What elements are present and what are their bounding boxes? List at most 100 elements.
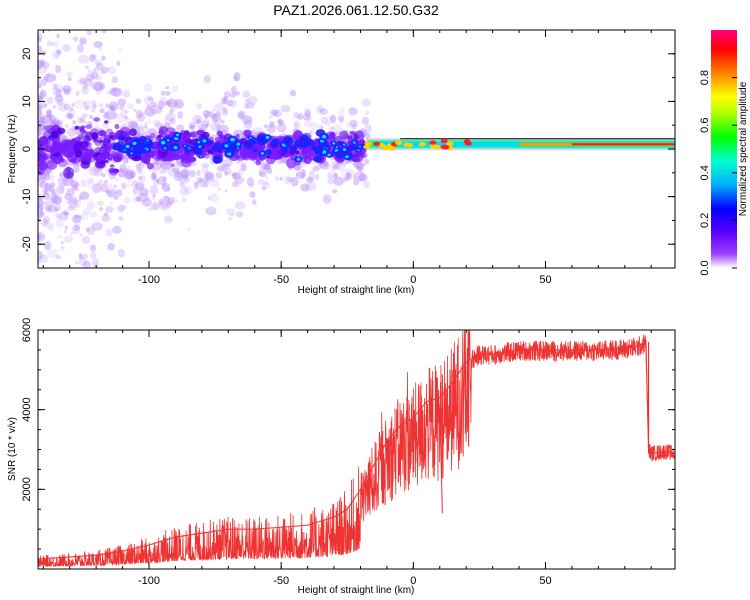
- spectrogram-core-highlight: [296, 157, 301, 161]
- spectrogram-noise-blob: [82, 101, 87, 106]
- spectrogram-noise-blob: [150, 172, 158, 181]
- spectrogram-noise-blob: [79, 37, 87, 45]
- spectrogram-noise-blob: [111, 76, 119, 84]
- spectrogram-noise-blob: [329, 126, 335, 132]
- spectrogram-noise-blob: [64, 225, 69, 230]
- spectrogram-noise-blob: [361, 98, 371, 107]
- spectrogram-noise-blob: [120, 182, 127, 190]
- spectrogram-noise-blob: [263, 164, 271, 171]
- spectrogram-noise-blob: [51, 195, 58, 201]
- spectrogram-noise-blob: [117, 248, 125, 258]
- spectrogram-noise-blob: [170, 197, 179, 204]
- spectrogram-noise-blob: [88, 165, 100, 176]
- spectrogram-band-blob: [78, 133, 85, 140]
- spectrogram-noise-blob: [259, 162, 269, 170]
- spectrogram-noise-blob: [165, 112, 176, 121]
- spectrogram-noise-blob: [260, 185, 267, 191]
- spectrogram-noise-blob: [174, 170, 183, 178]
- spectrogram-noise-blob: [72, 119, 77, 125]
- spectrogram-core-highlight: [357, 149, 360, 152]
- spectrogram-noise-blob: [51, 195, 63, 205]
- spectrogram-core-highlight: [224, 144, 229, 148]
- spectrogram-noise-blob: [63, 103, 71, 111]
- spectrogram-noise-blob: [252, 199, 257, 205]
- spectrogram-noise-blob: [196, 103, 203, 109]
- spectrogram-noise-blob: [135, 196, 142, 202]
- snr-y-tick-label: 2000: [21, 477, 33, 501]
- spectrogram-noise-blob: [62, 210, 69, 216]
- spectrogram-noise-blob: [137, 125, 145, 132]
- spectrogram-noise-blob: [166, 98, 178, 108]
- spectrogram-noise-blob: [52, 86, 58, 90]
- signal-knot: [446, 141, 454, 146]
- spectrogram-noise-blob: [158, 96, 168, 106]
- spectrogram-noise-blob: [67, 205, 74, 211]
- spectrogram-core-blob: [271, 138, 280, 145]
- spectrogram-core-blob: [194, 149, 203, 155]
- spectrogram-noise-blob: [150, 203, 158, 211]
- spectrogram-noise-blob: [51, 50, 61, 59]
- spectrogram-noise-blob: [304, 120, 313, 128]
- spectrogram-noise-blob: [322, 161, 329, 167]
- spectrogram-noise-blob: [362, 162, 367, 167]
- spectrogram-noise-blob: [78, 252, 83, 257]
- spectrogram-noise-blob: [202, 110, 210, 118]
- spectrogram-noise-blob: [234, 176, 245, 185]
- spectrogram-noise-blob: [96, 181, 100, 186]
- spectrogram-y-tick-label: -20: [21, 236, 33, 252]
- spectrogram-noise-blob: [171, 85, 179, 93]
- spectrogram-noise-blob: [85, 73, 95, 82]
- spectrogram-noise-blob: [327, 171, 333, 179]
- spectrogram-noise-blob: [38, 115, 45, 124]
- spectrogram-noise-blob: [38, 124, 41, 129]
- spectrogram-core-highlight: [173, 146, 178, 150]
- spectrogram-core-highlight: [352, 141, 356, 144]
- spectrogram-noise-blob: [110, 201, 114, 206]
- spectrogram-band-blob: [184, 139, 192, 144]
- spectrogram-noise-blob: [38, 59, 45, 68]
- spectrogram-noise-blob: [179, 186, 189, 196]
- spectrogram-noise-blob: [56, 215, 62, 221]
- spectrogram-noise-blob: [59, 171, 65, 178]
- spectrogram-noise-blob: [325, 163, 331, 171]
- spectrogram-noise-blob: [150, 104, 162, 115]
- spectrogram-noise-blob: [43, 215, 50, 225]
- spectrogram-noise-blob: [257, 178, 265, 186]
- spectrogram-noise-blob: [39, 116, 45, 122]
- spectrogram-noise-blob: [152, 197, 155, 201]
- spectrogram-noise-blob: [208, 111, 215, 119]
- spectrogram-noise-blob: [235, 211, 244, 218]
- spectrogram-noise-blob: [159, 159, 172, 170]
- spectrogram-noise-blob: [38, 110, 44, 119]
- spectrogram-noise-blob: [73, 214, 80, 219]
- spectrogram-band-blob: [85, 124, 93, 130]
- spectrogram-core-highlight: [198, 145, 202, 148]
- spectrogram-noise-blob: [41, 200, 48, 206]
- spectrogram-noise-blob: [91, 100, 97, 106]
- spectrogram-noise-blob: [75, 92, 80, 97]
- spectrogram-noise-blob: [51, 191, 56, 196]
- spectrogram-noise-blob: [80, 86, 90, 95]
- spectrogram-noise-blob: [57, 235, 62, 240]
- spectrogram-noise-blob: [219, 118, 223, 123]
- spectrogram-noise-blob: [87, 177, 94, 184]
- signal-knot: [429, 140, 437, 145]
- signal-knot: [440, 144, 448, 150]
- spectrogram-noise-blob: [41, 76, 49, 84]
- spectrogram-noise-blob: [332, 189, 338, 194]
- spectrogram-core-highlight: [200, 155, 203, 158]
- spectrogram-noise-blob: [206, 110, 210, 114]
- spectrogram-noise-blob: [177, 170, 182, 175]
- snr-y-axis-label: SNR (10 * v/v): [7, 417, 18, 481]
- spectrogram-noise-blob: [54, 52, 60, 59]
- spectrogram-noise-blob: [226, 99, 234, 107]
- spectrogram-noise-blob: [56, 49, 62, 56]
- spectrogram-noise-blob: [38, 232, 46, 242]
- spectrogram-noise-blob: [54, 94, 64, 103]
- spectrogram-noise-blob: [281, 131, 286, 136]
- spectrogram-noise-blob: [351, 123, 357, 131]
- spectrogram-noise-blob: [49, 114, 56, 123]
- spectrogram-noise-blob: [57, 177, 61, 182]
- spectrogram-noise-blob: [149, 185, 159, 195]
- colorbar-tick-label: 0.4: [699, 165, 711, 180]
